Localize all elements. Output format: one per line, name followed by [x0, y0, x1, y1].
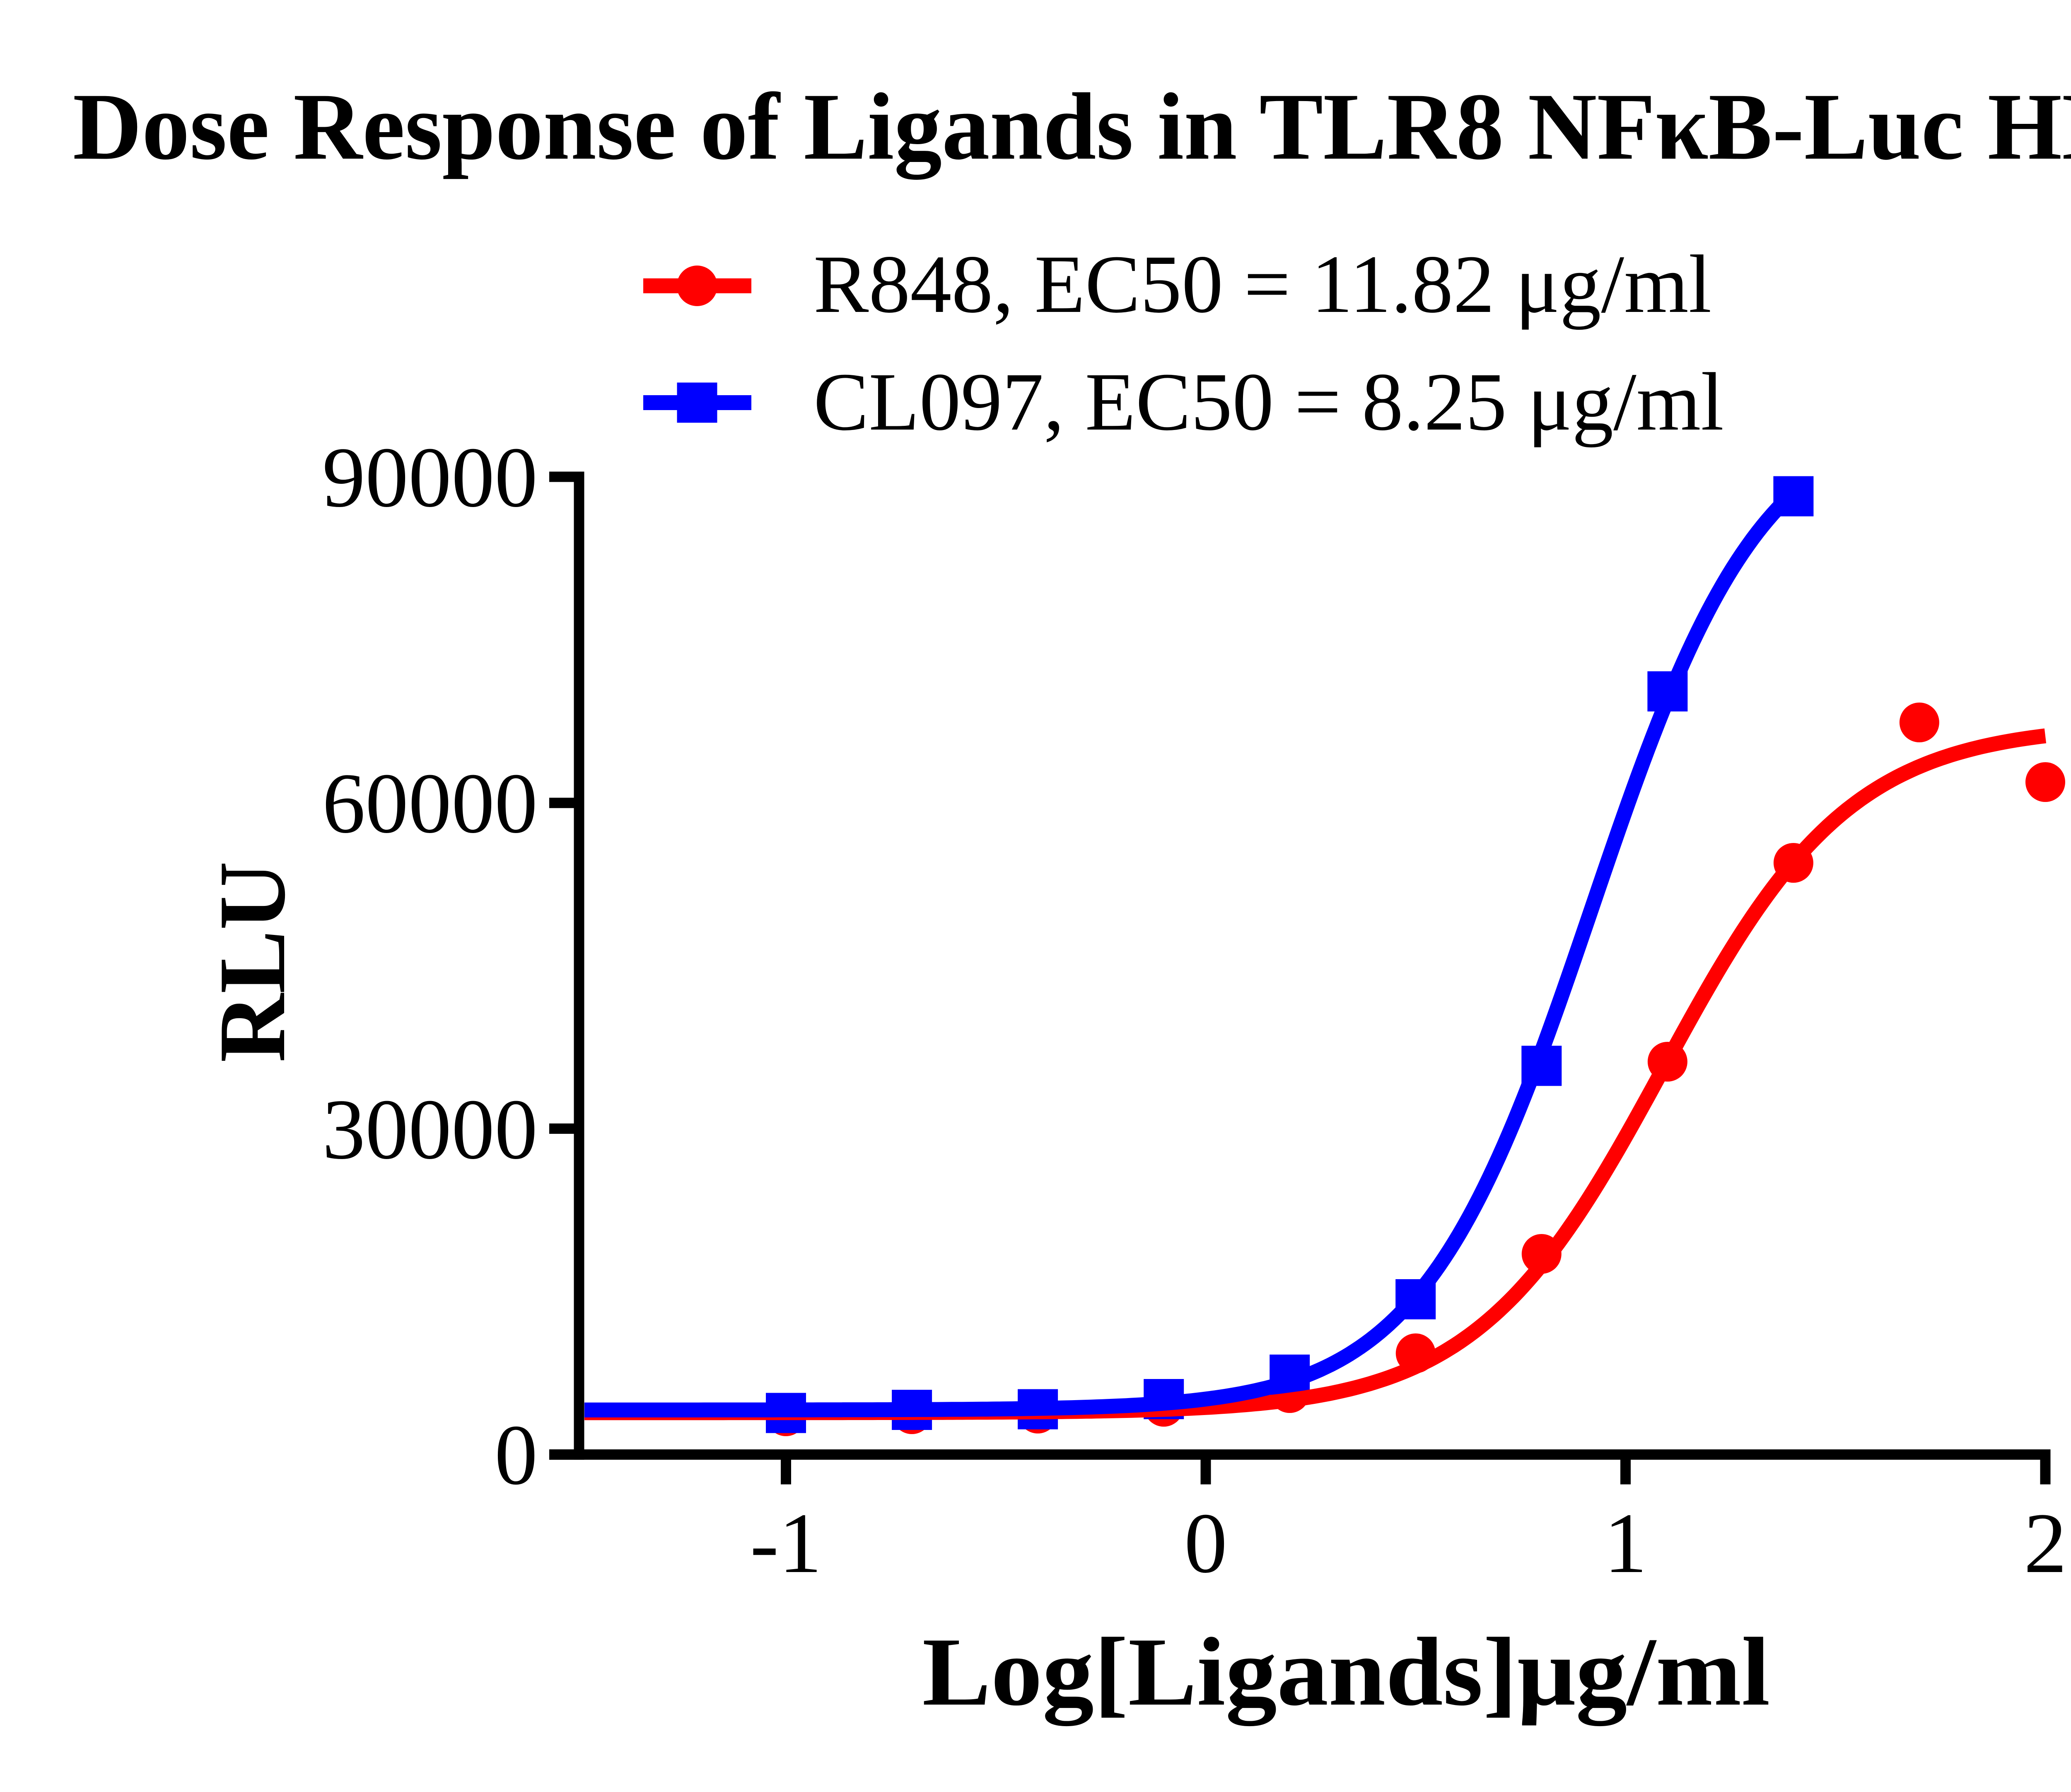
svg-text:Dose Response of Ligands in TL: Dose Response of Ligands in TLR8 NFκB-Lu… [73, 73, 2071, 180]
svg-text:CL097, EC50 = 8.25 μg/ml: CL097, EC50 = 8.25 μg/ml [813, 356, 1724, 448]
svg-text:30000: 30000 [322, 1082, 538, 1177]
svg-text:R848, EC50 = 11.82 μg/ml: R848, EC50 = 11.82 μg/ml [813, 239, 1711, 330]
svg-text:2: 2 [2024, 1495, 2067, 1591]
svg-text:1: 1 [1604, 1495, 1647, 1591]
svg-text:0: 0 [495, 1407, 538, 1502]
svg-text:90000: 90000 [322, 430, 538, 525]
svg-text:60000: 60000 [322, 756, 538, 851]
svg-text:-1: -1 [750, 1495, 822, 1591]
svg-text:Log[Ligands]μg/ml: Log[Ligands]μg/ml [922, 1618, 1770, 1726]
svg-text:RLU: RLU [199, 861, 305, 1063]
svg-text:0: 0 [1184, 1495, 1227, 1591]
